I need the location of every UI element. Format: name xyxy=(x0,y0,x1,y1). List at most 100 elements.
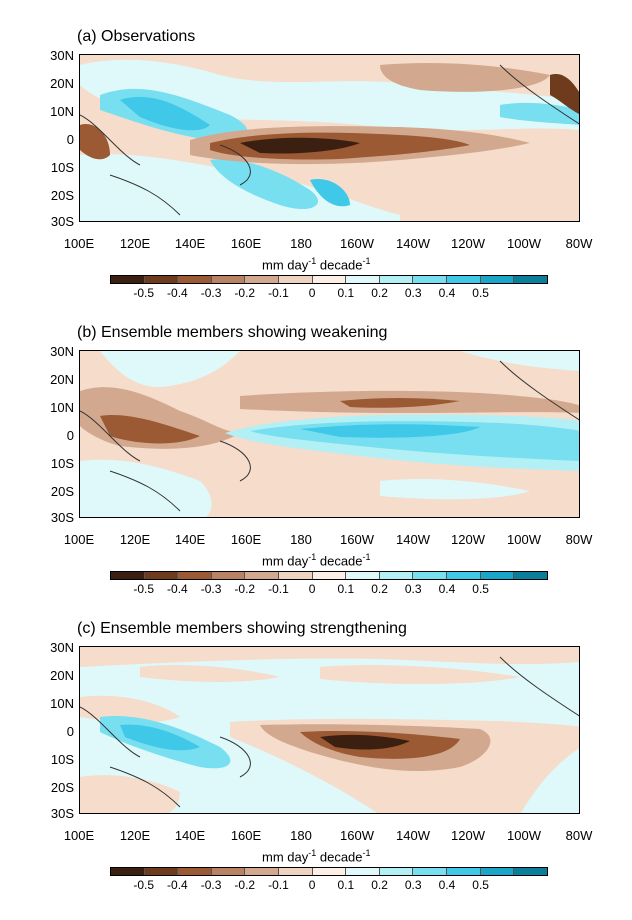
colorbar-swatch xyxy=(346,572,380,579)
lon-label: 160W xyxy=(340,236,374,251)
colorbar-tick-label: -0.4 xyxy=(167,582,188,596)
colorbar-tick-label: -0.5 xyxy=(133,582,155,596)
lat-label: 30S xyxy=(50,806,74,821)
colorbar-swatch xyxy=(144,572,179,579)
colorbar-tick-label: 0.5 xyxy=(472,286,489,300)
lon-label: 100E xyxy=(63,828,95,843)
colorbar-swatch xyxy=(480,868,515,875)
lon-label: 100W xyxy=(507,236,541,251)
colorbar-swatch xyxy=(279,572,313,579)
lon-label: 140E xyxy=(174,236,206,251)
colorbar-tick-label: 0.4 xyxy=(438,878,456,892)
lon-label: 120W xyxy=(451,532,485,547)
lat-label: 0 xyxy=(66,132,74,147)
lon-label: 140W xyxy=(396,532,430,547)
colorbar-tick-label: 0.4 xyxy=(438,286,456,300)
lat-label: 20S xyxy=(50,780,74,795)
colorbar-tick-label: 0.1 xyxy=(337,878,355,892)
colorbar-swatch xyxy=(111,868,145,875)
colorbar xyxy=(110,275,548,284)
colorbar-swatch xyxy=(413,276,448,283)
trend-map xyxy=(79,646,580,814)
lon-label: 100W xyxy=(507,828,541,843)
colorbar-swatch xyxy=(211,276,246,283)
colorbar-tick-label: -0.1 xyxy=(268,582,289,596)
lat-label: 20S xyxy=(50,188,74,203)
colorbar-tick-label: 0.2 xyxy=(371,582,388,596)
colorbar-swatch xyxy=(144,868,179,875)
colorbar-swatch xyxy=(245,572,280,579)
colorbar-swatch xyxy=(480,572,515,579)
colorbar-tick-label: 0.4 xyxy=(438,582,456,596)
colorbar-tick-label: 0.3 xyxy=(404,878,422,892)
lon-label: 120E xyxy=(119,828,151,843)
lat-label: 20S xyxy=(50,484,74,499)
colorbar-swatch xyxy=(379,572,414,579)
colorbar-swatch xyxy=(514,572,547,579)
colorbar-swatch xyxy=(211,572,246,579)
lon-label: 120E xyxy=(119,236,151,251)
colorbar-tick-label: -0.2 xyxy=(234,582,256,596)
lon-label: 160W xyxy=(340,828,374,843)
colorbar-title: mm day-1 decade-1 xyxy=(262,552,371,569)
lat-label: 30S xyxy=(50,510,74,525)
panel-title: (a) Observations xyxy=(77,28,196,45)
map-field xyxy=(80,351,579,517)
lon-label: 100E xyxy=(63,532,95,547)
colorbar-swatch xyxy=(413,868,448,875)
lon-label: 180 xyxy=(290,532,312,547)
map-field xyxy=(80,55,579,221)
colorbar-swatch xyxy=(447,868,481,875)
lon-label: 120W xyxy=(451,828,485,843)
lon-label: 120E xyxy=(119,532,151,547)
colorbar-tick-label: 0 xyxy=(308,286,316,300)
colorbar-title: mm day-1 decade-1 xyxy=(262,848,371,865)
colorbar-swatch xyxy=(312,276,347,283)
lon-label: 140W xyxy=(396,236,430,251)
colorbar-title: mm day-1 decade-1 xyxy=(262,256,371,273)
colorbar-tick-label: -0.1 xyxy=(268,286,289,300)
lon-label: 180 xyxy=(290,828,312,843)
trend-map xyxy=(79,350,580,518)
lon-label: 180 xyxy=(290,236,312,251)
colorbar-swatch xyxy=(111,276,145,283)
lat-label: 30N xyxy=(50,344,74,359)
lon-label: 100E xyxy=(63,236,95,251)
colorbar-swatch xyxy=(447,572,481,579)
colorbar-tick-label: 0 xyxy=(308,878,316,892)
colorbar-swatch xyxy=(480,276,515,283)
colorbar-swatch xyxy=(514,276,547,283)
lon-label: 160E xyxy=(230,828,262,843)
lon-label: 120W xyxy=(451,236,485,251)
panel-title: (c) Ensemble members showing strengtheni… xyxy=(77,620,407,637)
colorbar-swatch xyxy=(279,868,313,875)
lat-label: 10S xyxy=(50,752,74,767)
colorbar-tick-label: 0.3 xyxy=(404,286,422,300)
colorbar-tick-label: -0.4 xyxy=(167,878,188,892)
colorbar-tick-label: 0.1 xyxy=(337,286,355,300)
colorbar-tick-label: -0.2 xyxy=(234,878,256,892)
lat-label: 0 xyxy=(66,724,74,739)
colorbar-swatch xyxy=(312,868,347,875)
lon-label: 160W xyxy=(340,532,374,547)
lat-label: 20N xyxy=(50,372,74,387)
colorbar-swatch xyxy=(111,572,145,579)
lat-label: 10S xyxy=(50,160,74,175)
lon-label: 140E xyxy=(174,828,206,843)
lat-label: 20N xyxy=(50,668,74,683)
lon-label: 140E xyxy=(174,532,206,547)
colorbar-swatch xyxy=(379,276,414,283)
colorbar-swatch xyxy=(514,868,547,875)
colorbar-swatch xyxy=(379,868,414,875)
colorbar-tick-label: -0.3 xyxy=(200,878,222,892)
colorbar-tick-label: -0.3 xyxy=(200,582,222,596)
colorbar-tick-label: -0.5 xyxy=(133,286,155,300)
lat-label: 10N xyxy=(50,104,74,119)
lat-label: 30N xyxy=(50,640,74,655)
colorbar-tick-label: 0.2 xyxy=(371,286,388,300)
lon-label: 140W xyxy=(396,828,430,843)
colorbar-tick-label: 0.2 xyxy=(371,878,388,892)
colorbar-tick-label: 0.1 xyxy=(337,582,355,596)
colorbar-swatch xyxy=(245,868,280,875)
lat-label: 10N xyxy=(50,696,74,711)
